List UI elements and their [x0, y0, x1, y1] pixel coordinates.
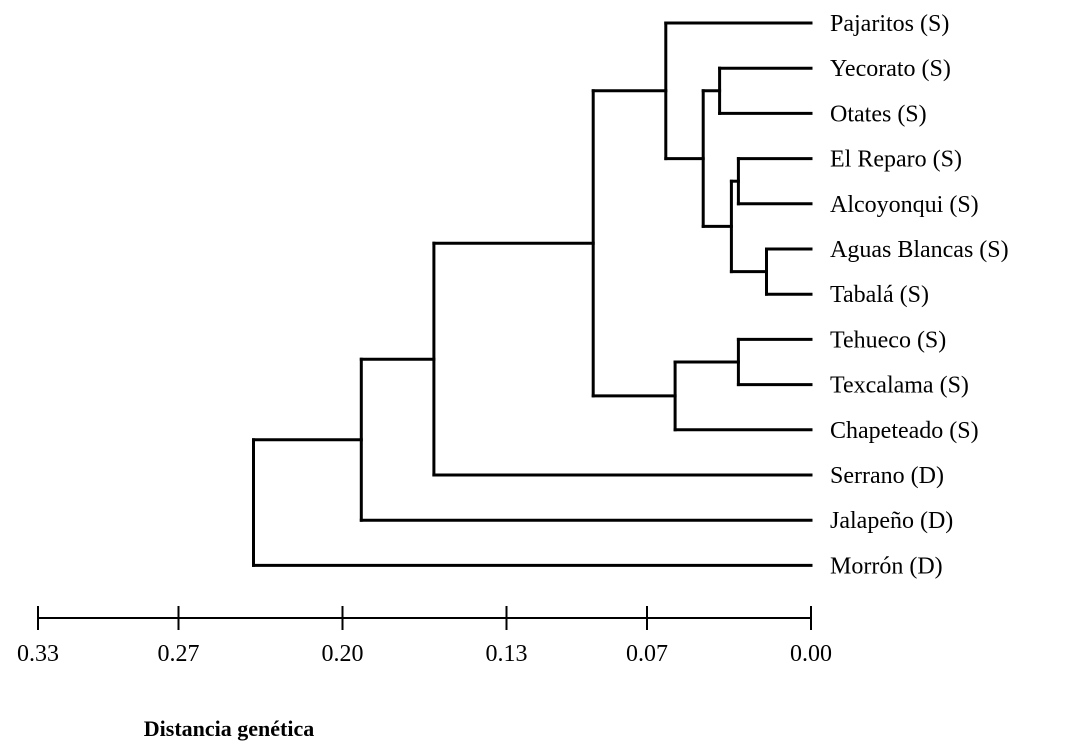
leaf-label: Tehueco (S): [830, 327, 946, 353]
leaf-label: Chapeteado (S): [830, 418, 979, 444]
leaf-label: Alcoyonqui (S): [830, 192, 979, 218]
axis-tick-label: 0.20: [322, 641, 364, 667]
distance-axis: 0.33 0.27 0.20 0.13 0.07 0.00: [17, 606, 832, 667]
leaf-label: Serrano (D): [830, 463, 944, 489]
dendrogram-branches: [252, 21, 813, 567]
leaf-label: Tabalá (S): [830, 282, 929, 308]
axis-ticks: 0.33 0.27 0.20 0.13 0.07 0.00: [17, 606, 832, 667]
leaf-label: Pajaritos (S): [830, 11, 949, 37]
axis-tick-label: 0.00: [790, 641, 832, 667]
leaf-label: Yecorato (S): [830, 56, 951, 82]
axis-tick-label: 0.33: [17, 641, 59, 667]
leaf-label: Jalapeño (D): [830, 508, 953, 534]
leaf-labels: Pajaritos (S) Yecorato (S) Otates (S) El Re…: [830, 11, 1009, 579]
leaf-label: El Reparo (S): [830, 147, 962, 173]
axis-tick-label: 0.13: [486, 641, 528, 667]
leaf-label: Otates (S): [830, 101, 927, 127]
axis-tick-label: 0.27: [158, 641, 200, 667]
x-axis-title: Distancia genética: [144, 716, 314, 741]
leaf-label: Aguas Blancas (S): [830, 237, 1009, 263]
leaf-label: Texcalama (S): [830, 373, 969, 399]
leaf-label: Morrón (D): [830, 553, 943, 579]
axis-tick-label: 0.07: [626, 641, 668, 667]
